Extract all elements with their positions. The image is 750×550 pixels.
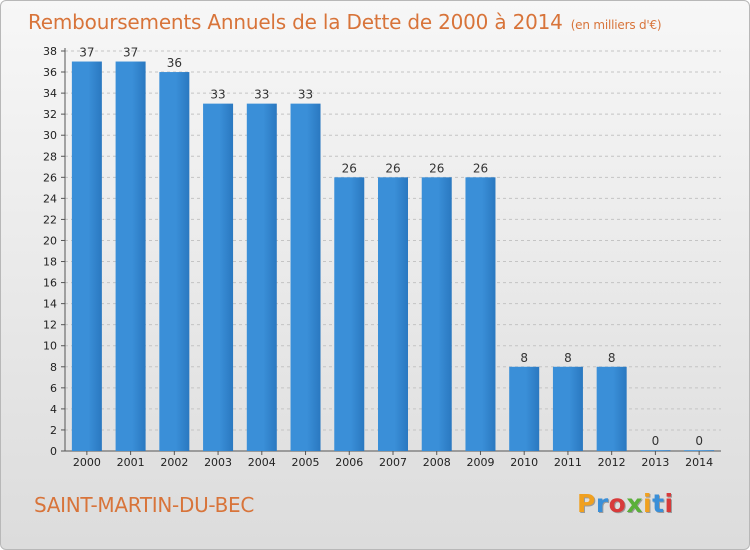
y-tick-label: 10 [43, 340, 57, 353]
bar [334, 177, 365, 451]
bar [159, 72, 190, 451]
y-tick-label: 26 [43, 171, 57, 184]
bar [290, 103, 321, 451]
logo-letter: t [652, 489, 665, 518]
chart-title: Remboursements Annuels de la Dette de 20… [28, 10, 662, 34]
bars [71, 61, 715, 452]
chart-unit-label: (en milliers d'€) [570, 18, 662, 32]
y-tick-label: 6 [50, 382, 57, 395]
data-label: 8 [564, 351, 572, 365]
data-label: 36 [167, 56, 182, 70]
bar [509, 366, 540, 451]
bar [71, 61, 102, 452]
y-tick-label: 20 [43, 234, 57, 247]
data-label: 33 [210, 88, 225, 102]
bar [421, 177, 452, 451]
x-tick-label: 2002 [160, 456, 188, 469]
y-tick-label: 36 [43, 66, 57, 79]
x-tick-label: 2004 [248, 456, 276, 469]
x-tick-label: 2003 [204, 456, 232, 469]
data-label: 26 [385, 161, 400, 175]
bar [203, 103, 234, 451]
y-tick-label: 28 [43, 150, 57, 163]
x-tick-label: 2013 [641, 456, 669, 469]
data-label: 8 [608, 351, 616, 365]
data-label: 33 [254, 88, 269, 102]
x-tick-label: 2001 [117, 456, 145, 469]
bar [684, 450, 715, 451]
logo-letter: x [626, 489, 643, 518]
logo-letter: i [664, 489, 674, 518]
logo-letter: i [643, 489, 653, 518]
bar [465, 177, 496, 451]
proxiti-logo: Proxiti [577, 489, 674, 518]
x-tick-label: 2012 [598, 456, 626, 469]
commune-name: SAINT-MARTIN-DU-BEC [34, 493, 255, 517]
y-tick-label: 30 [43, 129, 57, 142]
y-tick-label: 38 [43, 45, 57, 58]
logo-letter: r [595, 489, 609, 518]
y-tick-label: 34 [43, 87, 57, 100]
y-tick-label: 22 [43, 213, 57, 226]
data-label: 37 [123, 46, 138, 60]
data-label: 26 [429, 161, 444, 175]
data-label: 0 [652, 434, 660, 448]
y-tick-label: 12 [43, 319, 57, 332]
x-tick-label: 2006 [335, 456, 363, 469]
data-label: 8 [520, 351, 528, 365]
bar [640, 450, 671, 451]
logo-letter: P [577, 489, 596, 518]
y-tick-label: 32 [43, 108, 57, 121]
chart-title-text: Remboursements Annuels de la Dette de 20… [28, 10, 563, 34]
logo-letter: o [608, 489, 627, 518]
x-tick-label: 2010 [510, 456, 538, 469]
data-label: 37 [79, 46, 94, 60]
bar [115, 61, 146, 452]
data-label: 26 [473, 161, 488, 175]
data-label: 26 [342, 161, 357, 175]
bar [552, 366, 583, 451]
y-tick-label: 24 [43, 192, 57, 205]
y-tick-label: 14 [43, 298, 57, 311]
x-tick-label: 2000 [73, 456, 101, 469]
bar [596, 366, 627, 451]
y-tick-label: 8 [50, 361, 57, 374]
y-tick-label: 18 [43, 256, 57, 269]
x-tick-label: 2007 [379, 456, 407, 469]
x-tick-label: 2009 [466, 456, 494, 469]
y-tick-label: 16 [43, 277, 57, 290]
x-tick-label: 2005 [292, 456, 320, 469]
x-tick-label: 2008 [423, 456, 451, 469]
data-label: 33 [298, 88, 313, 102]
y-tick-label: 0 [50, 445, 57, 458]
x-tick-label: 2011 [554, 456, 582, 469]
bar [246, 103, 277, 451]
x-tick-label: 2014 [685, 456, 713, 469]
bar [378, 177, 408, 451]
y-tick-label: 2 [50, 424, 57, 437]
y-tick-label: 4 [50, 403, 57, 416]
data-label: 0 [695, 434, 703, 448]
